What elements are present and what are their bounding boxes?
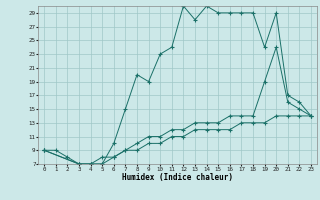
- X-axis label: Humidex (Indice chaleur): Humidex (Indice chaleur): [122, 173, 233, 182]
